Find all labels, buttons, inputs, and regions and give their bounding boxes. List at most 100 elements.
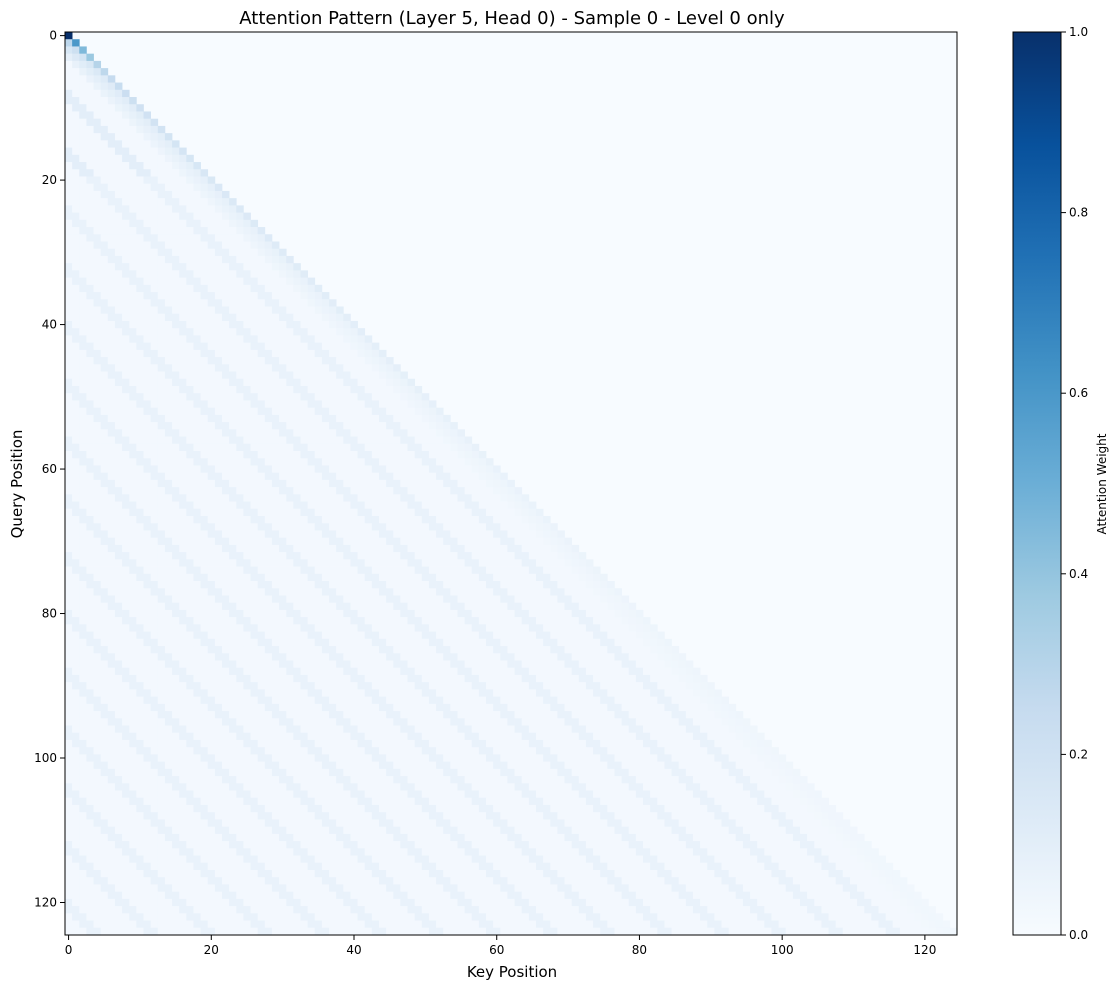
heatmap-cell — [428, 516, 437, 524]
heatmap-cell — [107, 747, 116, 755]
heatmap-cell — [664, 646, 672, 654]
heatmap-cell — [343, 602, 351, 611]
heatmap-cell — [593, 703, 601, 712]
heatmap-cell — [614, 646, 622, 654]
heatmap-cell — [336, 667, 344, 676]
heatmap-cell — [486, 711, 494, 719]
heatmap-cell — [136, 660, 144, 669]
heatmap-cell — [107, 516, 116, 524]
heatmap-cell — [129, 501, 137, 510]
heatmap-cell — [107, 335, 116, 343]
heatmap-cell — [364, 667, 373, 676]
heatmap-cell — [122, 255, 130, 264]
heatmap-cell — [371, 588, 380, 596]
heatmap-cell — [114, 516, 123, 524]
heatmap-cell — [393, 609, 401, 618]
heatmap-cell — [643, 725, 651, 734]
heatmap-cell — [172, 205, 180, 213]
heatmap-cell — [279, 711, 287, 719]
heatmap-cell — [107, 588, 116, 596]
heatmap-cell — [543, 544, 551, 553]
heatmap-cell — [157, 248, 166, 257]
heatmap-cell — [143, 407, 151, 416]
heatmap-cell — [93, 111, 102, 120]
heatmap-cell — [179, 465, 187, 474]
heatmap-cell — [207, 732, 216, 741]
heatmap-cell — [221, 364, 230, 372]
heatmap-cell — [107, 227, 116, 235]
heatmap-cell — [236, 552, 244, 560]
heatmap-cell — [79, 183, 87, 192]
heatmap-cell — [414, 566, 423, 575]
heatmap-cell — [329, 732, 337, 741]
heatmap-cell — [535, 732, 544, 741]
heatmap-cell — [93, 638, 102, 647]
heatmap-cell — [443, 617, 451, 625]
heatmap-cell — [164, 248, 173, 257]
heatmap-cell — [93, 479, 102, 488]
heatmap-cell — [628, 725, 637, 734]
heatmap-cell — [264, 747, 273, 755]
heatmap-cell — [172, 248, 180, 257]
heatmap-cell — [400, 696, 408, 705]
heatmap-cell — [86, 140, 94, 148]
heatmap-cell — [129, 624, 137, 632]
heatmap-cell — [236, 234, 244, 242]
heatmap-cell — [250, 660, 259, 669]
heatmap-cell — [543, 588, 551, 596]
heatmap-cell — [514, 667, 523, 676]
heatmap-cell — [143, 190, 151, 199]
heatmap-cell — [692, 689, 701, 697]
heatmap-cell — [72, 248, 80, 257]
heatmap-cell — [172, 696, 180, 705]
heatmap-cell — [172, 385, 180, 394]
heatmap-cell — [486, 581, 494, 589]
heatmap-cell — [150, 523, 159, 531]
heatmap-cell — [93, 595, 102, 604]
heatmap-cell — [293, 320, 301, 329]
heatmap-cell — [607, 682, 615, 690]
heatmap-cell — [307, 357, 316, 365]
heatmap-cell — [336, 711, 344, 719]
heatmap-cell — [243, 544, 251, 553]
heatmap-cell — [250, 277, 259, 286]
heatmap-cell — [100, 219, 109, 228]
heatmap-cell — [122, 176, 130, 185]
heatmap-cell — [122, 270, 130, 278]
heatmap-cell — [129, 364, 137, 372]
heatmap-cell — [65, 703, 73, 712]
heatmap-cell — [150, 595, 159, 604]
heatmap-cell — [250, 407, 259, 416]
heatmap-cell — [200, 581, 209, 589]
heatmap-cell — [150, 537, 159, 546]
heatmap-cell — [279, 414, 287, 423]
heatmap-cell — [514, 501, 523, 510]
heatmap-cell — [421, 588, 430, 596]
heatmap-cell — [236, 407, 244, 416]
heatmap-cell — [236, 638, 244, 647]
heatmap-cell — [421, 450, 430, 459]
heatmap-cell — [65, 32, 73, 40]
heatmap-cell — [521, 552, 530, 560]
heatmap-cell — [336, 328, 344, 336]
heatmap-cell — [571, 689, 580, 697]
heatmap-cell — [307, 458, 316, 466]
heatmap-cell — [136, 458, 144, 466]
heatmap-cell — [122, 328, 130, 336]
heatmap-cell — [114, 595, 123, 604]
heatmap-cell — [293, 357, 301, 365]
heatmap-cell — [243, 371, 251, 380]
heatmap-cell — [486, 494, 494, 502]
heatmap-cell — [150, 487, 159, 495]
heatmap-cell — [279, 472, 287, 481]
heatmap-cell — [100, 609, 109, 618]
heatmap-cell — [550, 646, 558, 654]
heatmap-cell — [543, 711, 551, 719]
heatmap-cell — [207, 559, 216, 567]
heatmap-cell — [236, 429, 244, 437]
heatmap-cell — [471, 646, 480, 654]
heatmap-cell — [136, 227, 144, 235]
heatmap-cell — [728, 725, 737, 734]
heatmap-cell — [321, 320, 330, 329]
heatmap-cell — [293, 667, 301, 676]
